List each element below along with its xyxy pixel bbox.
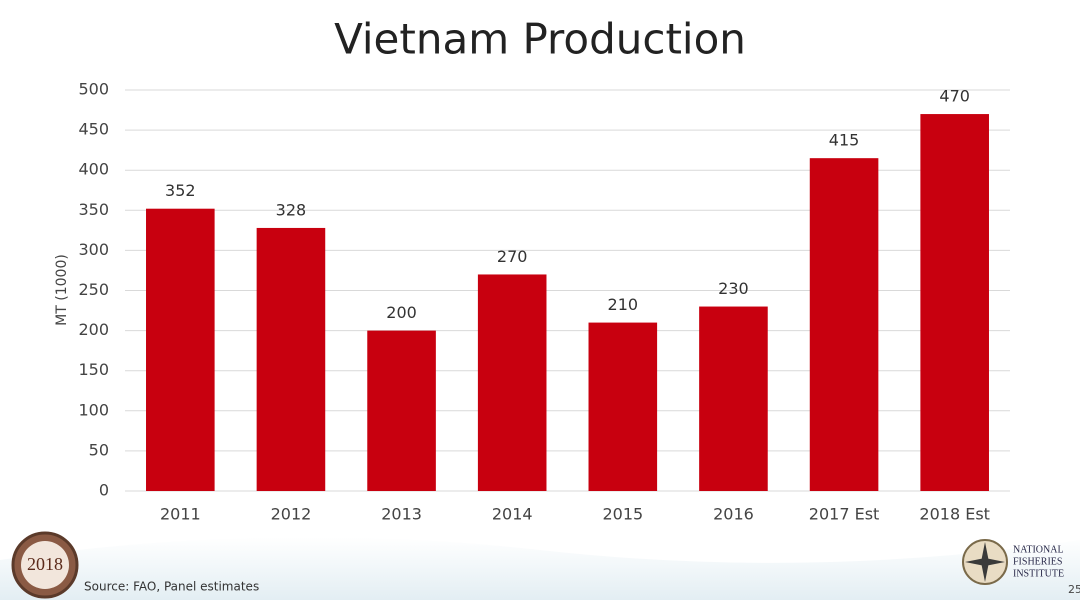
y-tick-label: 500 xyxy=(78,80,109,99)
data-label: 415 xyxy=(829,131,860,150)
left-logo: 2018 xyxy=(11,531,79,599)
data-label: 230 xyxy=(718,279,749,298)
x-tick-label: 2014 xyxy=(492,505,533,524)
logo-text: NATIONAL xyxy=(1013,544,1064,555)
bar xyxy=(920,114,989,491)
y-tick-label: 300 xyxy=(78,240,109,259)
source-note: Source: FAO, Panel estimates xyxy=(84,580,259,594)
y-tick-label: 450 xyxy=(78,120,109,139)
x-tick-label: 2011 xyxy=(160,505,201,524)
background-wave xyxy=(0,537,1080,600)
y-tick-label: 400 xyxy=(78,160,109,179)
bar xyxy=(588,322,658,491)
x-tick-label: 2012 xyxy=(271,505,312,524)
data-label: 470 xyxy=(939,87,970,106)
bar xyxy=(477,274,547,491)
logo-inner xyxy=(21,541,69,589)
x-tick-label: 2018 Est xyxy=(919,505,990,524)
logo-text: FISHERIES xyxy=(1013,556,1062,567)
data-label: 210 xyxy=(608,295,639,314)
bar xyxy=(146,208,215,492)
y-tick-label: 0 xyxy=(99,481,109,500)
y-tick-label: 350 xyxy=(78,200,109,219)
x-tick-label: 2017 Est xyxy=(809,505,880,524)
y-axis-label: MT (1000) xyxy=(54,254,70,326)
right-logo: NATIONAL FISHERIES INSTITUTE xyxy=(962,539,1064,585)
logo-text: INSTITUTE xyxy=(1013,568,1064,579)
bar xyxy=(256,227,326,491)
logo-star xyxy=(965,542,1005,582)
data-label: 328 xyxy=(276,200,307,219)
y-tick-label: 50 xyxy=(89,440,109,459)
x-tick-label: 2015 xyxy=(602,505,643,524)
data-label: 270 xyxy=(497,247,528,266)
data-label: 200 xyxy=(386,303,417,322)
y-tick-label: 100 xyxy=(78,400,109,419)
y-tick-label: 250 xyxy=(78,280,109,299)
chart-title: Vietnam Production xyxy=(334,15,746,64)
bar xyxy=(699,306,768,491)
y-tick-label: 150 xyxy=(78,360,109,379)
x-tick-label: 2016 xyxy=(713,505,754,524)
y-tick-label: 200 xyxy=(78,320,109,339)
x-tick-label: 2013 xyxy=(381,505,422,524)
data-label: 352 xyxy=(165,181,196,200)
logo-year: 2018 xyxy=(27,554,63,574)
page-number: 25 xyxy=(1068,583,1080,596)
bar xyxy=(809,158,879,492)
bar xyxy=(367,330,436,491)
